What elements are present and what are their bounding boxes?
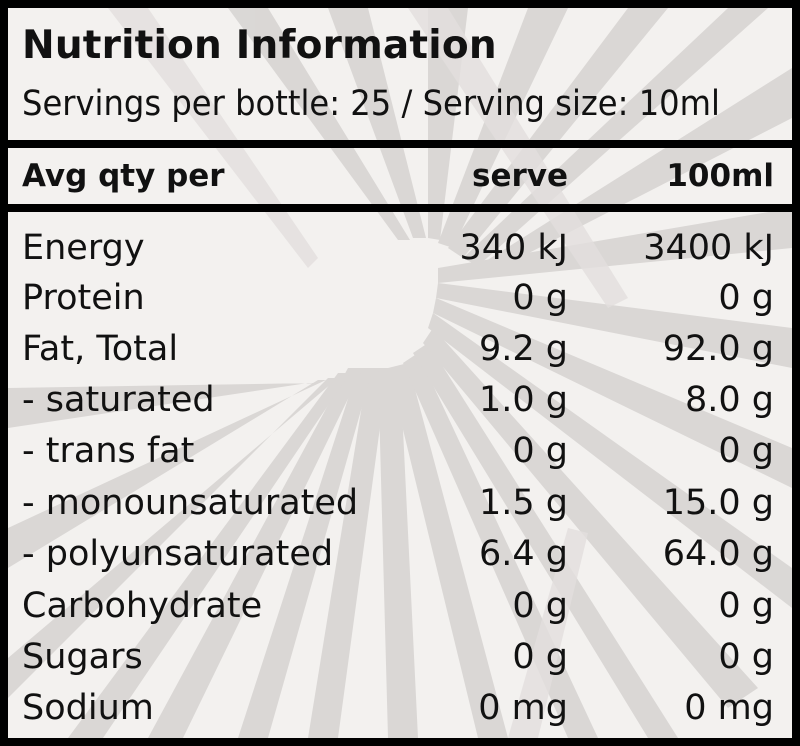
row-100ml-value: 0 g bbox=[718, 431, 774, 471]
row-label: Sodium bbox=[22, 688, 154, 728]
row-serve-value: 9.2 g bbox=[478, 329, 568, 369]
row-label: Carbohydrate bbox=[22, 586, 263, 626]
row-label: - trans fat bbox=[22, 431, 195, 471]
table-row-trans-fat: - trans fat 0 g 0 g bbox=[8, 425, 792, 477]
row-100ml-value: 3400 kJ bbox=[643, 228, 774, 268]
table-row-polyunsaturated: - polyunsaturated 6.4 g 64.0 g bbox=[8, 528, 792, 580]
row-serve-value: 6.4 g bbox=[478, 534, 568, 574]
label-title: Nutrition Information bbox=[22, 23, 497, 68]
header-avg-qty: Avg qty per bbox=[22, 158, 225, 194]
table-row-energy: Energy 340 kJ 3400 kJ bbox=[8, 222, 792, 274]
row-serve-value: 0 g bbox=[512, 431, 568, 471]
row-label: - monounsaturated bbox=[22, 483, 359, 523]
row-label: Fat, Total bbox=[22, 329, 179, 369]
header-100ml: 100ml bbox=[666, 158, 774, 194]
header-serve: serve bbox=[472, 158, 568, 194]
row-serve-value: 0 g bbox=[512, 586, 568, 626]
row-100ml-value: 92.0 g bbox=[662, 329, 774, 369]
table-row-protein: Protein 0 g 0 g bbox=[8, 272, 792, 324]
table-row-sodium: Sodium 0 mg 0 mg bbox=[8, 682, 792, 734]
table-row-monounsaturated: - monounsaturated 1.5 g 15.0 g bbox=[8, 477, 792, 529]
background-leaf-pattern bbox=[8, 8, 792, 738]
nutrition-label: Nutrition Information Servings per bottl… bbox=[8, 8, 792, 738]
row-serve-value: 340 kJ bbox=[459, 228, 568, 268]
row-serve-value: 0 g bbox=[512, 637, 568, 677]
table-row-saturated: - saturated 1.0 g 8.0 g bbox=[8, 374, 792, 426]
divider-top bbox=[8, 140, 792, 148]
row-100ml-value: 15.0 g bbox=[662, 483, 774, 523]
table-row-sugars: Sugars 0 g 0 g bbox=[8, 631, 792, 683]
table-header: Avg qty per serve 100ml bbox=[8, 148, 792, 204]
table-row-carbohydrate: Carbohydrate 0 g 0 g bbox=[8, 580, 792, 632]
row-100ml-value: 64.0 g bbox=[662, 534, 774, 574]
row-100ml-value: 0 g bbox=[718, 586, 774, 626]
label-content: Nutrition Information Servings per bottl… bbox=[8, 8, 792, 738]
row-label: Energy bbox=[22, 228, 145, 268]
table-row-fat-total: Fat, Total 9.2 g 92.0 g bbox=[8, 323, 792, 375]
row-label: Protein bbox=[22, 278, 145, 318]
row-label: Sugars bbox=[22, 637, 143, 677]
row-100ml-value: 0 mg bbox=[684, 688, 774, 728]
row-serve-value: 1.0 g bbox=[478, 380, 568, 420]
row-100ml-value: 0 g bbox=[718, 637, 774, 677]
divider-header bbox=[8, 204, 792, 212]
row-serve-value: 0 g bbox=[512, 278, 568, 318]
row-100ml-value: 0 g bbox=[718, 278, 774, 318]
row-serve-value: 0 mg bbox=[478, 688, 568, 728]
row-serve-value: 1.5 g bbox=[478, 483, 568, 523]
row-label: - saturated bbox=[22, 380, 215, 420]
row-100ml-value: 8.0 g bbox=[684, 380, 774, 420]
servings-info: Servings per bottle: 25 / Serving size: … bbox=[22, 84, 720, 124]
row-label: - polyunsaturated bbox=[22, 534, 334, 574]
